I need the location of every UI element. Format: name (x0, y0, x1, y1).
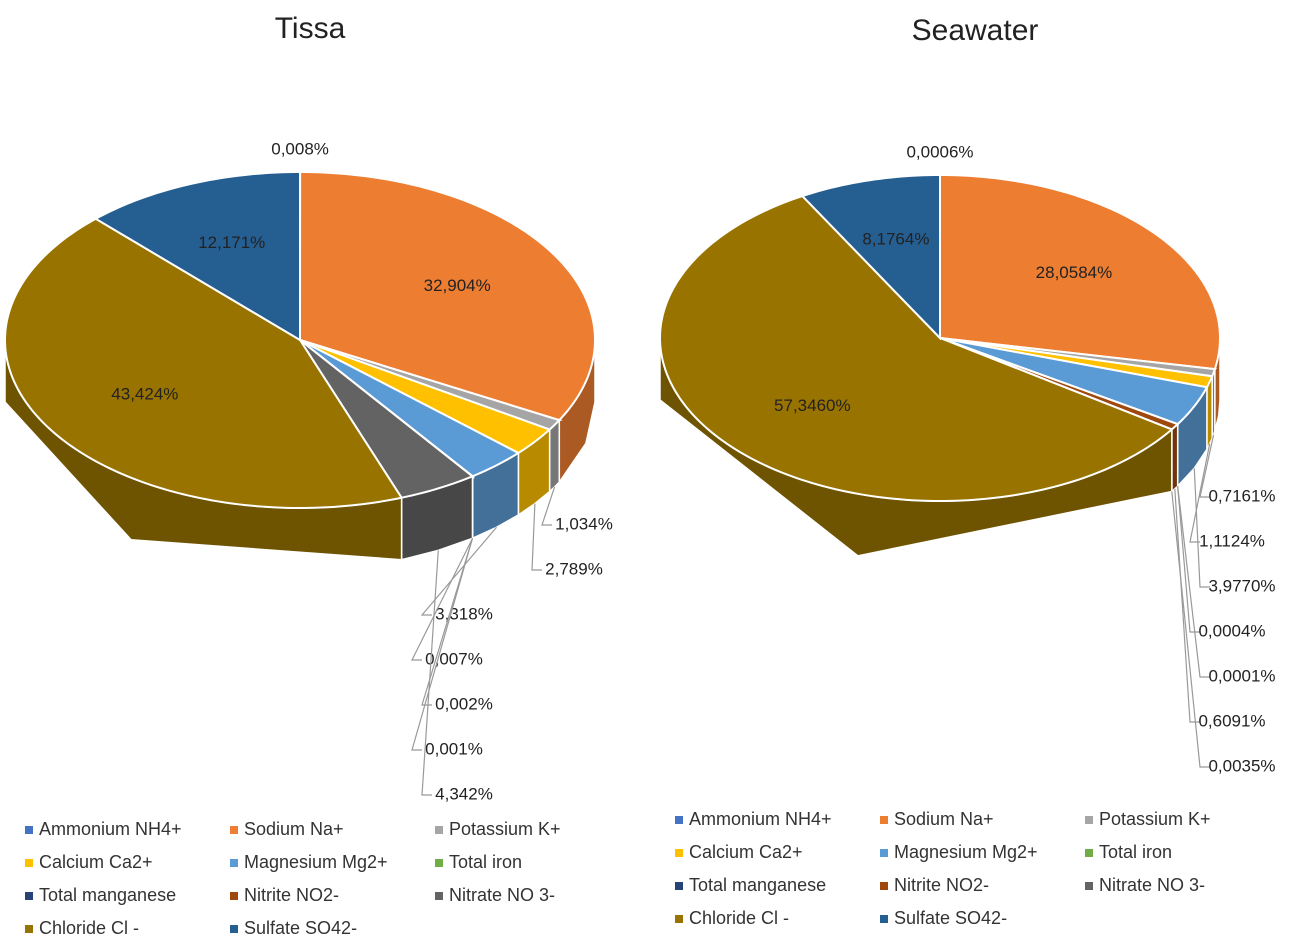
legend-marker (880, 849, 888, 857)
legend-label: Calcium Ca2+ (39, 852, 153, 872)
legend-marker (25, 859, 33, 867)
leader-line (1177, 486, 1210, 678)
legend-marker (1085, 816, 1093, 824)
legend-marker (25, 925, 33, 933)
leader-line (1199, 434, 1215, 498)
slice (299, 339, 474, 499)
legend-marker (675, 816, 683, 824)
data-label: 0,0006% (906, 142, 973, 161)
leader-line (1193, 468, 1210, 588)
chart-title: Seawater (912, 14, 1039, 47)
data-label: 0,6091% (1198, 711, 1265, 730)
legend-label: Total manganese (39, 885, 176, 905)
slice (938, 174, 1222, 371)
data-label: 57,3460% (774, 396, 851, 415)
leader-line (541, 486, 556, 526)
leader-line (531, 503, 542, 571)
legend-label: Ammonium NH4+ (689, 809, 832, 829)
data-label: 12,171% (198, 233, 265, 252)
legend-label: Nitrate NO 3- (1099, 875, 1205, 895)
legend-marker (880, 816, 888, 824)
legend-marker (675, 882, 683, 890)
legend-label: Chloride Cl - (689, 908, 789, 928)
data-label: 28,0584% (1036, 263, 1113, 282)
legend-label: Nitrate NO 3- (449, 885, 555, 905)
legend-marker (435, 826, 443, 834)
data-label: 0,008% (271, 139, 329, 158)
legend-label: Nitrite NO2- (894, 875, 989, 895)
legend-label: Sulfate SO42- (244, 918, 357, 938)
slice (299, 339, 552, 455)
legend-label: Magnesium Mg2+ (894, 842, 1038, 862)
legend-label: Ammonium NH4+ (39, 819, 182, 839)
data-label: 0,002% (435, 694, 493, 713)
leader-line (411, 538, 474, 751)
legend-label: Total iron (449, 852, 522, 872)
data-label: 0,001% (425, 739, 483, 758)
legend-label: Sulfate SO42- (894, 908, 1007, 928)
legend-marker (230, 826, 238, 834)
leader-line (421, 538, 474, 706)
data-label: 2,789% (545, 559, 603, 578)
legend-marker (675, 849, 683, 857)
legend-label: Potassium K+ (1099, 809, 1211, 829)
legend-label: Magnesium Mg2+ (244, 852, 388, 872)
leader-line (1177, 486, 1200, 633)
data-label: 0,0004% (1198, 621, 1265, 640)
legend-marker (435, 859, 443, 867)
data-label: 0,7161% (1208, 486, 1275, 505)
legend-marker (230, 925, 238, 933)
leader-line (421, 550, 439, 796)
legend-label: Sodium Na+ (244, 819, 344, 839)
legend-marker (880, 915, 888, 923)
data-label: 1,034% (555, 514, 613, 533)
data-label: 43,424% (111, 385, 178, 404)
legend-label: Total iron (1099, 842, 1172, 862)
slice (658, 194, 1174, 503)
data-label: 0,0001% (1208, 666, 1275, 685)
legend-marker (1085, 882, 1093, 890)
legend-marker (230, 859, 238, 867)
legend-label: Nitrite NO2- (244, 885, 339, 905)
data-label: 4,342% (435, 784, 493, 803)
legend-label: Potassium K+ (449, 819, 561, 839)
leader-line (1189, 443, 1211, 543)
legend-label: Chloride Cl - (39, 918, 139, 938)
legend-label: Sodium Na+ (894, 809, 994, 829)
leader-line (411, 537, 474, 661)
leader-line (420, 526, 498, 616)
data-label: 8,1764% (862, 230, 929, 249)
slice-side (548, 418, 561, 494)
slice (800, 173, 941, 341)
slice (94, 170, 301, 342)
data-label: 0,0035% (1208, 756, 1275, 775)
leader-line (1171, 491, 1210, 768)
slice (4, 217, 403, 510)
legend-marker (435, 892, 443, 900)
data-label: 1,1124% (1199, 531, 1265, 550)
legend-marker (675, 915, 683, 923)
data-label: 3,9770% (1208, 576, 1275, 595)
legend-label: Total manganese (689, 875, 826, 895)
chart-title: Tissa (275, 12, 346, 45)
legend-marker (880, 882, 888, 890)
slice-side (1171, 423, 1179, 494)
data-label: 32,904% (424, 276, 491, 295)
legend-label: Calcium Ca2+ (689, 842, 803, 862)
slice (299, 339, 521, 478)
slice (298, 171, 597, 422)
data-label: 3,318% (435, 604, 493, 623)
legend-marker (1085, 849, 1093, 857)
legend-marker (230, 892, 238, 900)
legend-marker (25, 892, 33, 900)
legend-marker (25, 826, 33, 834)
slice (939, 337, 1208, 426)
